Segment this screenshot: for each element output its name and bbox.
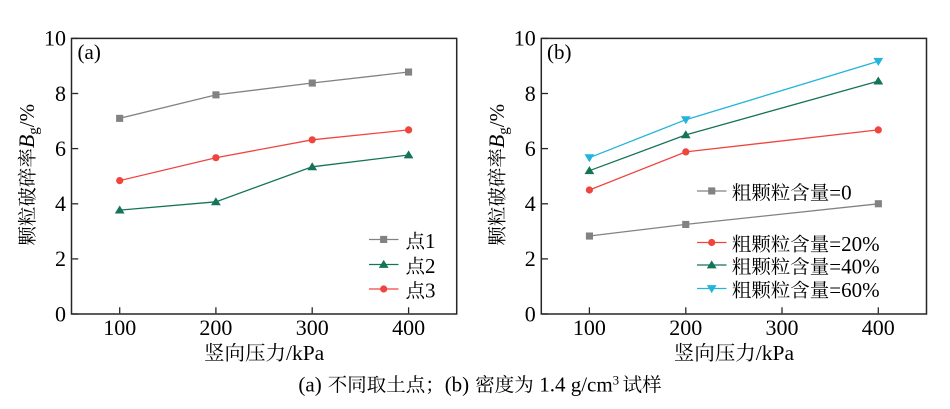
- svg-text:(a): (a): [298, 373, 321, 397]
- svg-text:1: 1: [425, 229, 436, 253]
- svg-text:100: 100: [573, 315, 606, 340]
- svg-text:/kPa: /kPa: [756, 341, 795, 365]
- svg-text:100: 100: [103, 315, 136, 340]
- svg-text:400: 400: [862, 315, 895, 340]
- svg-text:400: 400: [392, 315, 425, 340]
- svg-text:/%: /%: [485, 104, 509, 127]
- svg-text:200: 200: [199, 315, 232, 340]
- svg-text:B: B: [14, 135, 39, 148]
- svg-text:=60%: =60%: [829, 278, 879, 302]
- svg-text:0: 0: [525, 301, 536, 326]
- svg-text:0: 0: [55, 301, 66, 326]
- svg-text:1.4 g/cm: 1.4 g/cm: [539, 373, 613, 397]
- svg-text:4: 4: [525, 191, 536, 216]
- svg-text:6: 6: [55, 136, 66, 161]
- svg-text:g: g: [496, 127, 512, 135]
- svg-text:200: 200: [669, 315, 702, 340]
- svg-text:8: 8: [525, 81, 536, 106]
- svg-text:=20%: =20%: [829, 232, 879, 256]
- svg-text:6: 6: [525, 136, 536, 161]
- svg-text:/%: /%: [15, 104, 39, 127]
- svg-text:(b): (b): [445, 373, 470, 397]
- svg-text:8: 8: [55, 81, 66, 106]
- svg-text:g: g: [26, 127, 42, 135]
- svg-text:(a): (a): [78, 40, 101, 64]
- svg-text:300: 300: [296, 315, 329, 340]
- svg-text:300: 300: [766, 315, 799, 340]
- svg-text:=0: =0: [829, 181, 851, 205]
- svg-text:(b): (b): [547, 40, 572, 64]
- svg-text:2: 2: [525, 246, 536, 271]
- svg-text:/kPa: /kPa: [286, 341, 325, 365]
- svg-text:3: 3: [425, 279, 436, 303]
- svg-text:=40%: =40%: [829, 255, 879, 279]
- svg-text:2: 2: [55, 246, 66, 271]
- svg-text:4: 4: [55, 191, 66, 216]
- svg-text:10: 10: [514, 26, 536, 51]
- svg-text:2: 2: [425, 254, 436, 278]
- svg-text:10: 10: [44, 26, 66, 51]
- svg-text:B: B: [484, 135, 509, 148]
- svg-text:3: 3: [613, 373, 620, 388]
